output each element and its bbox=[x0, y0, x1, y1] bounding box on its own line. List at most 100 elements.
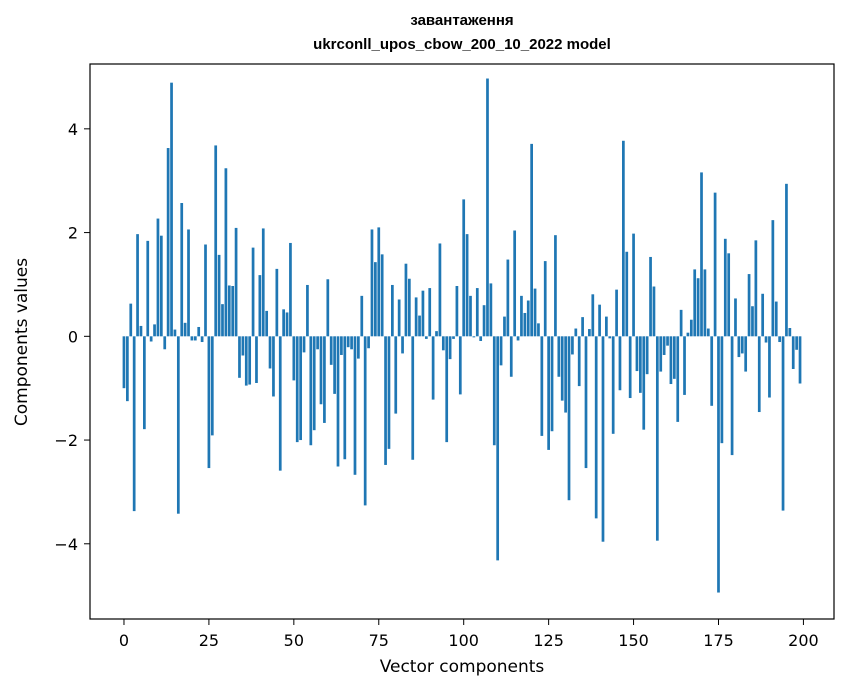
bar-138 bbox=[591, 294, 595, 337]
bar-91 bbox=[431, 336, 435, 400]
bar-20 bbox=[190, 336, 194, 341]
bar-88 bbox=[421, 290, 425, 337]
bar-1 bbox=[126, 336, 129, 402]
bar-28 bbox=[217, 254, 221, 337]
bar-43 bbox=[268, 336, 272, 369]
bar-181 bbox=[737, 336, 741, 358]
bar-26 bbox=[210, 336, 214, 436]
bar-27 bbox=[214, 145, 218, 337]
x-tick-label: 100 bbox=[448, 631, 479, 650]
bar-46 bbox=[278, 336, 282, 471]
bar-177 bbox=[723, 238, 727, 337]
y-tick-label: 0 bbox=[68, 327, 78, 346]
x-tick-label: 150 bbox=[618, 631, 649, 650]
y-axis-label: Components values bbox=[12, 257, 32, 427]
x-tick-label: 25 bbox=[199, 631, 219, 650]
bar-76 bbox=[380, 254, 384, 337]
bar-7 bbox=[146, 240, 150, 337]
bar-195 bbox=[785, 183, 788, 337]
bar-66 bbox=[346, 336, 350, 348]
bar-106 bbox=[482, 305, 486, 337]
bar-41 bbox=[261, 228, 265, 337]
bar-164 bbox=[679, 309, 683, 337]
bar-102 bbox=[469, 295, 472, 337]
bar-174 bbox=[713, 192, 717, 337]
bar-39 bbox=[255, 336, 258, 383]
bar-100 bbox=[462, 199, 466, 337]
bar-140 bbox=[598, 304, 601, 337]
bar-105 bbox=[479, 336, 483, 341]
bar-11 bbox=[159, 235, 163, 337]
bar-58 bbox=[319, 336, 323, 405]
bar-144 bbox=[611, 336, 615, 434]
bar-150 bbox=[632, 233, 635, 337]
bar-176 bbox=[720, 336, 724, 444]
bar-149 bbox=[628, 336, 632, 399]
bar-22 bbox=[197, 326, 201, 337]
bar-112 bbox=[503, 316, 506, 337]
bar-67 bbox=[350, 336, 353, 350]
bar-119 bbox=[526, 300, 530, 337]
bar-94 bbox=[441, 336, 445, 351]
y-axis-ticks: −4 −2 0 2 4 bbox=[54, 120, 90, 554]
plot-frame bbox=[89, 63, 835, 620]
bar-59 bbox=[323, 336, 326, 423]
bar-185 bbox=[751, 306, 754, 337]
bar-173 bbox=[710, 336, 714, 406]
bar-110 bbox=[496, 336, 500, 561]
bar-186 bbox=[754, 240, 758, 337]
bar-34 bbox=[238, 336, 241, 378]
bar-131 bbox=[567, 336, 571, 501]
bar-77 bbox=[384, 336, 387, 465]
bar-183 bbox=[744, 336, 748, 372]
bar-83 bbox=[404, 263, 408, 337]
bar-167 bbox=[689, 319, 693, 337]
bar-99 bbox=[458, 336, 462, 395]
bar-92 bbox=[435, 331, 438, 337]
bar-115 bbox=[513, 230, 517, 337]
bar-169 bbox=[696, 278, 700, 337]
bar-74 bbox=[374, 262, 377, 337]
bar-158 bbox=[659, 336, 663, 372]
x-tick-label: 125 bbox=[533, 631, 564, 650]
bar-114 bbox=[509, 336, 513, 377]
bar-17 bbox=[180, 203, 184, 337]
bar-3 bbox=[132, 336, 136, 512]
bar-194 bbox=[781, 336, 785, 511]
bar-23 bbox=[200, 336, 204, 343]
bar-50 bbox=[292, 336, 296, 381]
bar-53 bbox=[302, 336, 306, 353]
bar-97 bbox=[452, 336, 455, 339]
bar-82 bbox=[401, 336, 404, 354]
bar-192 bbox=[774, 301, 778, 337]
bar-188 bbox=[761, 293, 765, 337]
bar-159 bbox=[662, 336, 666, 355]
bar-198 bbox=[795, 336, 798, 350]
bar-80 bbox=[394, 336, 398, 414]
bar-172 bbox=[706, 328, 710, 337]
bar-36 bbox=[244, 336, 248, 386]
bar-199 bbox=[798, 336, 802, 384]
bar-141 bbox=[601, 336, 605, 542]
bar-45 bbox=[275, 268, 279, 337]
bar-107 bbox=[486, 78, 489, 337]
bar-70 bbox=[360, 295, 364, 337]
x-tick-label: 200 bbox=[788, 631, 819, 650]
bar-153 bbox=[642, 336, 646, 430]
bar-52 bbox=[299, 336, 302, 441]
bar-62 bbox=[333, 336, 336, 394]
bar-190 bbox=[768, 336, 771, 398]
y-tick-label: −2 bbox=[54, 431, 78, 450]
bar-35 bbox=[241, 336, 245, 356]
bar-196 bbox=[788, 328, 792, 337]
bar-103 bbox=[472, 336, 476, 338]
bar-10 bbox=[156, 218, 160, 337]
bar-191 bbox=[771, 220, 775, 337]
bar-21 bbox=[193, 336, 197, 341]
bar-126 bbox=[550, 336, 554, 432]
chart-title: завантаження bbox=[410, 12, 514, 29]
bar-90 bbox=[428, 288, 432, 337]
x-axis-ticks: 0 25 50 75 100 125 150 175 200 bbox=[119, 619, 819, 650]
y-tick-label: 4 bbox=[68, 120, 78, 139]
